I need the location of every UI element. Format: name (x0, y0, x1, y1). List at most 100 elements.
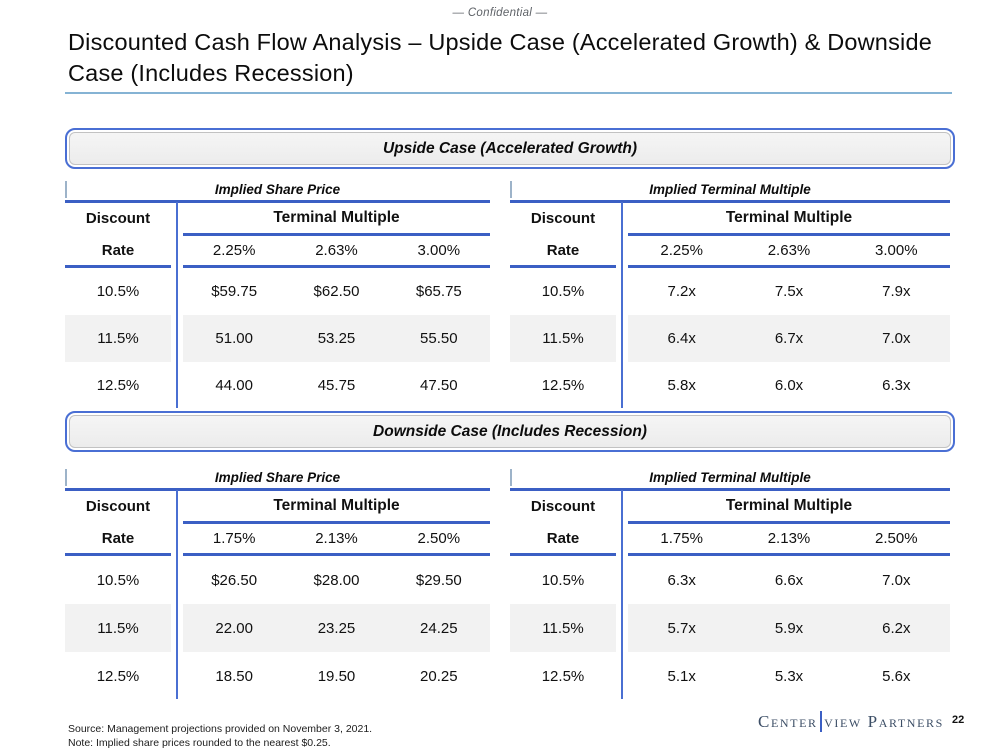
column-divider (176, 202, 178, 408)
header-rule (510, 553, 950, 556)
col-group-label: Terminal Multiple (725, 209, 853, 226)
table-title-bar: Implied Terminal Multiple (510, 466, 950, 488)
table-cell: $26.50 (211, 571, 258, 589)
rate-cell: 12.5% (96, 667, 140, 685)
column-header: 2.25% (660, 242, 703, 259)
downside-implied-share-price-table: Implied Share Price Discount Terminal Mu… (65, 466, 490, 700)
table-top-rule (510, 200, 950, 203)
table-title: Implied Share Price (214, 181, 341, 197)
upside-implied-terminal-multiple-table: Implied Terminal Multiple Discount Termi… (510, 178, 950, 409)
column-header: 2.25% (212, 242, 256, 259)
table-cell: 5.7x (667, 619, 696, 637)
table-row: 10.5% 6.3x 6.6x 7.0x (510, 556, 950, 604)
table-cell: 7.9x (882, 283, 911, 300)
rate-cell: 12.5% (541, 377, 585, 394)
upside-case-banner: Upside Case (Accelerated Growth) (65, 128, 955, 169)
table-header-row: Discount Terminal Multiple (510, 491, 950, 521)
table-subheader-row: Rate 1.75% 2.13% 2.50% (510, 524, 950, 553)
table-cell: 5.1x (667, 667, 696, 685)
table-cell: 5.3x (774, 667, 804, 685)
column-header: 3.00% (875, 242, 918, 259)
rate-cell: 10.5% (96, 283, 140, 300)
table-cell: $59.75 (211, 283, 258, 300)
table-row: 12.5% 44.00 45.75 47.50 (65, 362, 490, 409)
table-cell: 44.00 (215, 377, 253, 394)
rate-cell: 10.5% (96, 571, 140, 589)
upside-implied-share-price-table: Implied Share Price Discount Terminal Mu… (65, 178, 490, 409)
table-header-row: Discount Terminal Multiple (65, 491, 490, 521)
footnotes: Source: Management projections provided … (68, 722, 372, 750)
table-cell: 7.5x (774, 283, 804, 300)
table-cell: 51.00 (215, 330, 253, 347)
table-cell: 7.2x (667, 283, 696, 300)
table-cell: 23.25 (317, 619, 356, 637)
table-cell: $65.75 (415, 283, 462, 300)
table-row: 10.5% 7.2x 7.5x 7.9x (510, 268, 950, 315)
table-cell: $62.50 (313, 283, 360, 300)
table-cell: 24.25 (420, 619, 458, 637)
column-header: 2.13% (767, 530, 811, 547)
table-row: 12.5% 18.50 19.50 20.25 (65, 652, 490, 700)
col-group-label: Terminal Multiple (725, 497, 853, 514)
rate-cell: 10.5% (541, 571, 585, 589)
rate-cell: 12.5% (96, 377, 140, 394)
table-title: Implied Terminal Multiple (649, 181, 811, 197)
table-title: Implied Terminal Multiple (649, 469, 811, 485)
table-cell: 6.3x (882, 377, 911, 394)
table-title: Implied Share Price (214, 469, 341, 485)
table-cell: 53.25 (317, 330, 356, 347)
rate-cell: 11.5% (65, 315, 171, 362)
table-cell: 6.2x (882, 619, 911, 637)
table-top-rule (65, 200, 490, 203)
column-header: 2.63% (315, 242, 358, 259)
rate-cell: 12.5% (541, 667, 585, 685)
downside-case-banner: Downside Case (Includes Recession) (65, 411, 955, 452)
col-group-rule (65, 233, 490, 236)
row-header-top: Discount (530, 497, 596, 515)
row-header-top: Discount (85, 209, 151, 227)
table-cell: 47.50 (420, 377, 458, 394)
confidential-label: — Confidential — (452, 7, 548, 19)
table-cell: 6.4x (667, 330, 696, 347)
rate-cell: 10.5% (541, 283, 585, 300)
column-header: 2.50% (875, 530, 918, 547)
rate-cell: 11.5% (65, 604, 171, 652)
table-cell: 6.6x (774, 571, 804, 589)
row-header-bottom: Rate (546, 242, 580, 259)
col-group-label: Terminal Multiple (273, 209, 400, 226)
centerview-partners-logo: Center view Partners (758, 711, 944, 732)
table-title-bar: Implied Terminal Multiple (510, 178, 950, 200)
upside-case-banner-label: Upside Case (Accelerated Growth) (382, 139, 638, 157)
table-cell: 45.75 (317, 377, 356, 394)
column-header: 2.63% (767, 242, 811, 259)
rate-cell: 11.5% (510, 604, 616, 652)
table-cell: $29.50 (415, 571, 462, 589)
downside-case-banner-label: Downside Case (Includes Recession) (373, 422, 647, 440)
col-group-rule (510, 233, 950, 236)
logo-text-right: view Partners (824, 711, 944, 731)
table-cell: 5.6x (882, 667, 911, 685)
table-row: 11.5% 51.00 53.25 55.50 (65, 315, 490, 362)
table-cell: 6.7x (774, 330, 804, 347)
column-divider (621, 490, 623, 699)
title-underline (65, 92, 952, 94)
row-header-top: Discount (530, 209, 596, 227)
column-header: 1.75% (212, 530, 256, 547)
table-top-rule (510, 488, 950, 491)
table-row: 12.5% 5.8x 6.0x 6.3x (510, 362, 950, 409)
table-row: 12.5% 5.1x 5.3x 5.6x (510, 652, 950, 700)
table-row: 10.5% $26.50 $28.00 $29.50 (65, 556, 490, 604)
table-cell: 18.50 (215, 667, 253, 685)
table-cell: $28.00 (313, 571, 360, 589)
source-note: Source: Management projections provided … (68, 723, 373, 735)
table-title-bar: Implied Share Price (65, 466, 490, 488)
table-row: 11.5% 5.7x 5.9x 6.2x (510, 604, 950, 652)
column-header: 2.13% (315, 530, 358, 547)
row-header-top: Discount (85, 497, 151, 515)
table-subheader-row: Rate 2.25% 2.63% 3.00% (510, 236, 950, 265)
row-header-bottom: Rate (101, 242, 135, 259)
column-header: 1.75% (660, 530, 703, 547)
table-subheader-row: Rate 1.75% 2.13% 2.50% (65, 524, 490, 553)
table-cell: 5.9x (774, 619, 804, 637)
